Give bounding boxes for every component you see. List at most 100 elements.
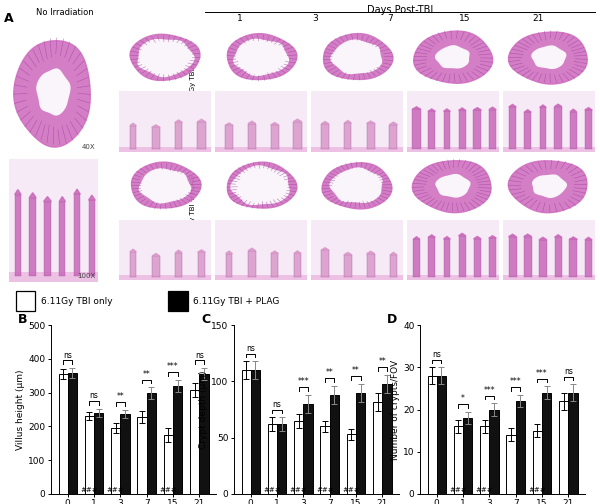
Bar: [321, 124, 329, 149]
Polygon shape: [414, 31, 493, 83]
Bar: [175, 253, 182, 277]
Bar: [119, 147, 211, 152]
Bar: [554, 237, 562, 277]
Polygon shape: [152, 125, 160, 128]
Bar: [389, 124, 397, 149]
Text: 7: 7: [387, 14, 393, 23]
Polygon shape: [412, 107, 421, 109]
Text: C: C: [201, 313, 210, 326]
Polygon shape: [489, 107, 496, 109]
Polygon shape: [524, 234, 532, 236]
Bar: [454, 426, 463, 494]
Bar: [294, 421, 304, 494]
Bar: [277, 424, 286, 494]
Bar: [490, 409, 499, 494]
Text: ***: ***: [536, 369, 548, 378]
Polygon shape: [322, 163, 392, 209]
Polygon shape: [367, 251, 375, 254]
Polygon shape: [473, 236, 481, 239]
Bar: [59, 202, 65, 276]
Bar: [585, 110, 592, 149]
Bar: [539, 240, 547, 277]
Polygon shape: [227, 34, 297, 80]
Text: **: **: [352, 366, 360, 375]
Bar: [304, 404, 313, 494]
Bar: [428, 111, 436, 149]
Bar: [473, 110, 481, 149]
Y-axis label: Crypt depth (μm): Crypt depth (μm): [199, 370, 208, 449]
Bar: [130, 125, 136, 149]
Bar: [570, 112, 577, 149]
Bar: [137, 417, 146, 494]
Polygon shape: [509, 234, 517, 237]
Polygon shape: [533, 175, 566, 197]
Text: **: **: [143, 370, 151, 379]
Bar: [480, 426, 490, 494]
Polygon shape: [175, 120, 182, 122]
Text: ###: ###: [107, 486, 125, 492]
Bar: [271, 254, 278, 277]
Bar: [268, 424, 277, 494]
Polygon shape: [234, 39, 289, 76]
Polygon shape: [330, 168, 382, 202]
Bar: [152, 128, 160, 149]
Bar: [121, 414, 130, 494]
Polygon shape: [226, 251, 232, 254]
Bar: [458, 110, 466, 149]
Bar: [248, 250, 256, 277]
Bar: [509, 107, 516, 149]
Bar: [569, 239, 577, 277]
Bar: [458, 236, 466, 277]
Polygon shape: [443, 109, 450, 111]
Bar: [437, 376, 446, 494]
Bar: [311, 275, 403, 280]
Polygon shape: [436, 46, 469, 68]
Polygon shape: [131, 162, 201, 208]
Bar: [215, 147, 307, 152]
Polygon shape: [248, 121, 256, 123]
Text: 40X: 40X: [82, 144, 95, 150]
Bar: [329, 395, 339, 494]
Polygon shape: [294, 251, 301, 254]
Text: D: D: [387, 313, 397, 326]
Bar: [68, 373, 77, 494]
Bar: [16, 291, 35, 311]
Text: ***: ***: [484, 386, 495, 395]
Bar: [356, 393, 365, 494]
Bar: [382, 384, 392, 494]
Text: ###: ###: [476, 486, 494, 492]
Y-axis label: Number of crypts/FOV: Number of crypts/FOV: [391, 359, 400, 460]
Bar: [293, 121, 302, 149]
Bar: [412, 109, 421, 149]
Bar: [271, 125, 279, 149]
Bar: [506, 435, 515, 494]
Bar: [559, 401, 568, 494]
Polygon shape: [554, 104, 562, 107]
Y-axis label: Villus height (μm): Villus height (μm): [16, 369, 25, 450]
Text: ###: ###: [343, 486, 360, 492]
Polygon shape: [271, 251, 278, 254]
Bar: [321, 250, 329, 277]
Text: ns: ns: [432, 350, 441, 359]
Polygon shape: [389, 122, 397, 124]
Text: ***: ***: [298, 377, 309, 387]
Bar: [9, 272, 98, 282]
Polygon shape: [44, 197, 52, 202]
Bar: [585, 240, 592, 277]
Polygon shape: [509, 32, 587, 84]
Bar: [320, 426, 329, 494]
Bar: [294, 254, 301, 277]
Text: 15: 15: [459, 14, 471, 23]
Bar: [509, 237, 517, 277]
Text: ###: ###: [449, 486, 467, 492]
Polygon shape: [569, 237, 577, 239]
Polygon shape: [89, 195, 95, 200]
Text: ns: ns: [63, 350, 72, 359]
Polygon shape: [331, 40, 382, 74]
Text: ***: ***: [167, 362, 179, 371]
Polygon shape: [585, 108, 592, 110]
Bar: [390, 255, 397, 277]
Bar: [164, 435, 173, 494]
Bar: [554, 107, 562, 149]
Text: Days Post-TBI: Days Post-TBI: [367, 5, 433, 15]
